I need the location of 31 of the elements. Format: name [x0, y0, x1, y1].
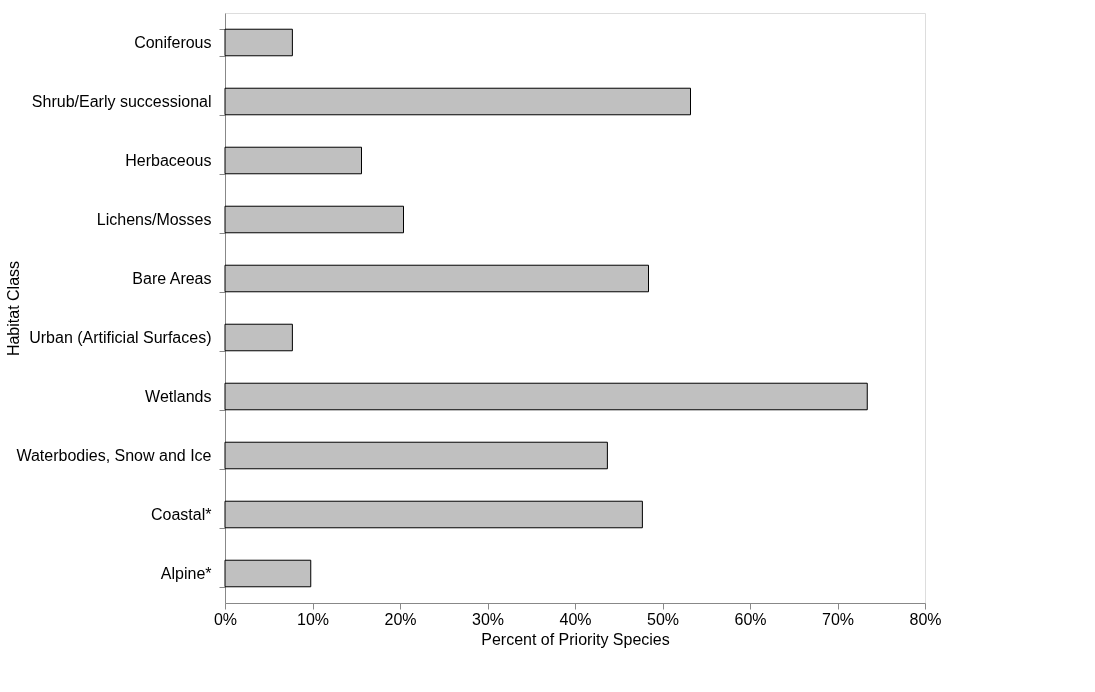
x-axis-title: Percent of Priority Species: [481, 630, 670, 648]
y-tick-label: Lichens/Mosses: [96, 211, 212, 228]
x-tick-label: 10%: [296, 610, 330, 628]
bar: [224, 559, 312, 588]
y-tick-label: Herbaceous: [125, 152, 212, 169]
bar: [224, 87, 691, 116]
y-tick-label: Alpine*: [160, 565, 212, 582]
x-tick-label: 40%: [559, 610, 592, 628]
y-tick-label: Urban (Artificial Surfaces): [29, 329, 212, 346]
x-tick-label: 30%: [471, 610, 505, 628]
y-tick-label: Bare Areas: [132, 270, 212, 287]
bar: [224, 441, 608, 470]
bar: [224, 146, 362, 175]
x-tick-label: 20%: [384, 610, 417, 628]
x-tick-label: 80%: [909, 610, 942, 628]
y-axis-title: Habitat Class: [4, 260, 22, 357]
x-tick-label: 0%: [213, 610, 238, 628]
bar: [224, 264, 649, 293]
y-tick-label: Wetlands: [145, 388, 212, 405]
y-tick-label: Coniferous: [134, 34, 212, 51]
bar: [224, 382, 868, 411]
y-tick-label: Coastal*: [151, 506, 212, 523]
bar: [224, 28, 293, 57]
x-tick-label: 60%: [734, 610, 767, 628]
x-tick-label: 50%: [646, 610, 680, 628]
y-tick-label: Waterbodies, Snow and Ice: [16, 447, 212, 464]
bar: [224, 205, 404, 234]
y-tick-label: Shrub/Early successional: [31, 93, 212, 110]
bar: [224, 500, 643, 529]
x-tick-label: 70%: [821, 610, 855, 628]
bar: [224, 323, 293, 352]
